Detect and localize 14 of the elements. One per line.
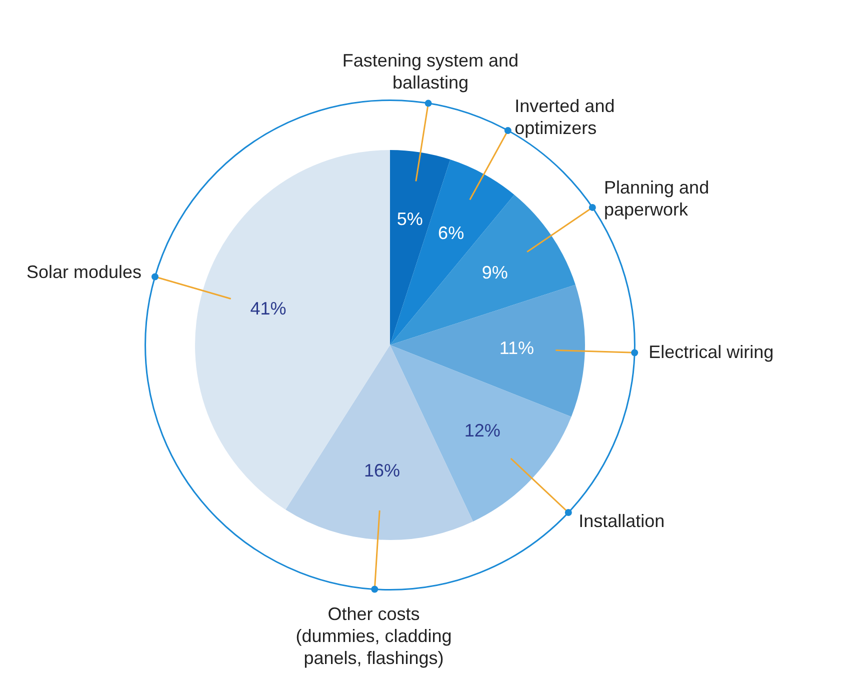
data-label: 11%	[499, 338, 534, 358]
data-label: 12%	[464, 420, 500, 441]
slice-label: Other costs (dummies, cladding panels, flashings)	[296, 604, 452, 668]
slice-label: Solar modules	[26, 262, 142, 282]
slice-label: Planning and paperwork	[604, 178, 710, 220]
data-label: 9%	[482, 262, 508, 283]
data-label: 41%	[250, 298, 286, 319]
data-label: 6%	[438, 222, 464, 243]
data-label: 16%	[364, 460, 400, 480]
slice-label: Fastening system and ballasting	[342, 50, 519, 92]
slice-label: Electrical wiring	[648, 342, 774, 362]
data-label: 5%	[396, 208, 423, 229]
slice-label: Inverted and optimizers	[514, 96, 615, 138]
slice-label: Installation	[578, 511, 665, 532]
